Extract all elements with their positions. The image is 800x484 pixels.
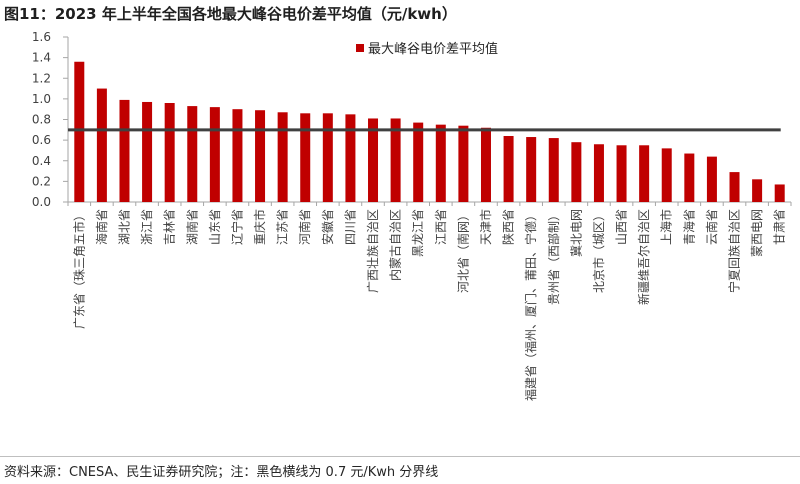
- bar: [503, 136, 514, 202]
- category-label: 广西壮族自治区: [366, 209, 380, 293]
- category-label: 新疆维吾尔自治区: [636, 209, 651, 305]
- bar: [526, 137, 537, 202]
- bar: [164, 103, 175, 202]
- category-label: 上海市: [659, 209, 674, 245]
- bar: [752, 179, 763, 202]
- category-label: 甘肃省: [773, 209, 787, 245]
- category-label: 安徽省: [320, 209, 335, 245]
- bar: [729, 172, 740, 202]
- category-label: 湖南省: [184, 209, 199, 245]
- source-note: 资料来源：CNESA、民生证券研究院；注：黑色横线为 0.7 元/Kwh 分界线: [4, 465, 439, 480]
- bar: [277, 112, 288, 202]
- category-labels: 广东省（珠三角五市） 海南省 湖北省 浙江省 吉林省 湖南省 山东省 辽宁省 重庆市 江苏省 河南省…: [71, 209, 786, 401]
- category-label: 蒙西电网: [750, 209, 764, 257]
- bar: [458, 125, 469, 202]
- category-label: 海南省: [94, 209, 109, 245]
- category-label: 山西省: [615, 209, 629, 245]
- y-tick-label: 1.6: [32, 30, 51, 44]
- category-label: 河南省: [297, 209, 312, 245]
- bar: [322, 113, 333, 202]
- bar: [706, 156, 717, 202]
- category-label: 冀北电网: [569, 209, 583, 257]
- category-label: 内蒙古自治区: [388, 209, 403, 281]
- bar: [661, 148, 672, 202]
- legend-swatch: [356, 44, 364, 52]
- category-label: 辽宁省: [229, 209, 244, 245]
- bar: [390, 118, 401, 202]
- bar: [593, 144, 604, 202]
- category-label: 宁夏回族自治区: [727, 209, 742, 293]
- legend-label: 最大峰谷电价差平均值: [368, 41, 498, 57]
- y-tick-label: 1.2: [32, 71, 51, 85]
- bar: [684, 153, 695, 202]
- category-label: 浙江省: [140, 209, 154, 245]
- bar: [96, 88, 107, 202]
- legend: 最大峰谷电价差平均值: [356, 41, 498, 57]
- y-tick-label: 1.4: [32, 51, 51, 65]
- category-label: 河北省（南网）: [455, 209, 470, 293]
- bar: [232, 109, 243, 202]
- y-tick-label: 0.4: [32, 154, 51, 168]
- bar: [639, 145, 650, 202]
- y-tick-label: 0.6: [32, 133, 51, 147]
- bar: [300, 113, 311, 202]
- bars: [74, 61, 785, 202]
- bar: [345, 114, 356, 202]
- category-label: 青海省: [681, 209, 696, 245]
- bar: [571, 142, 582, 202]
- y-axis: 0.0 0.2 0.4 0.6 0.8 1.0 1.2 1.4 1.6: [32, 30, 69, 209]
- y-tick-label: 0.8: [32, 113, 51, 127]
- category-label: 山东省: [208, 209, 222, 245]
- category-label: 江苏省: [276, 209, 290, 245]
- bar: [774, 184, 785, 202]
- bar: [616, 145, 627, 202]
- category-label: 福建省（福州、厦门、莆田、宁德）: [523, 209, 538, 401]
- category-label: 黑龙江省: [411, 209, 425, 257]
- category-label: 陕西省: [501, 209, 516, 245]
- category-label: 江西省: [434, 209, 448, 245]
- y-tick-label: 0.0: [32, 195, 51, 209]
- bar: [435, 124, 446, 202]
- bar: [548, 138, 559, 202]
- bar: [209, 107, 220, 202]
- category-label: 湖北省: [116, 209, 131, 245]
- bar: [142, 101, 153, 202]
- bar: [480, 127, 491, 202]
- bar: [255, 110, 266, 202]
- bar: [187, 106, 198, 202]
- bar: [74, 61, 85, 202]
- category-label: 天津市: [478, 209, 493, 245]
- bar: [368, 118, 379, 202]
- category-label: 贵州省（西部制）: [546, 209, 561, 305]
- category-label: 云南省: [704, 209, 719, 245]
- bar: [119, 99, 130, 202]
- footer-divider: [0, 456, 800, 457]
- category-label: 四川省: [343, 209, 357, 245]
- category-label: 北京市（城区）: [591, 209, 606, 293]
- chart-title: 图11：2023 年上半年全国各地最大峰谷电价差平均值（元/kwh）: [4, 5, 457, 23]
- bar: [413, 122, 424, 202]
- x-axis: [67, 201, 792, 206]
- y-tick-label: 1.0: [32, 92, 51, 106]
- category-label: 广东省（珠三角五市）: [71, 209, 86, 329]
- category-label: 吉林省: [163, 209, 177, 245]
- y-tick-label: 0.2: [32, 174, 51, 188]
- category-label: 重庆市: [252, 209, 267, 245]
